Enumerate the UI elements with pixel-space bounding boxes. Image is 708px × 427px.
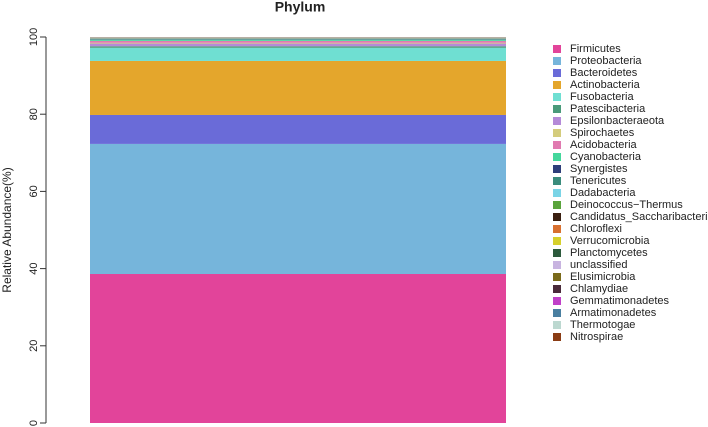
legend-swatch	[553, 69, 561, 77]
legend-label: unclassified	[570, 259, 627, 271]
legend-label: Acidobacteria	[570, 139, 638, 151]
legend-label: Planctomycetes	[570, 247, 648, 259]
legend-swatch	[553, 213, 561, 221]
legend-label: Spirochaetes	[570, 127, 635, 139]
bar-segment	[90, 40, 506, 43]
bar-segment	[90, 60, 506, 115]
legend-swatch	[553, 81, 561, 89]
y-tick-label: 100	[28, 28, 40, 46]
legend-swatch	[553, 57, 561, 65]
legend-label: Epsilonbacteraeota	[570, 115, 665, 127]
legend-swatch	[553, 165, 561, 173]
legend-swatch	[553, 177, 561, 185]
legend-swatch	[553, 201, 561, 209]
chart-title: Phylum	[275, 0, 326, 15]
legend-label: Actinobacteria	[570, 79, 641, 91]
legend-swatch	[553, 333, 561, 341]
bar-segment	[90, 39, 506, 41]
legend-label: Cyanobacteria	[570, 151, 642, 163]
y-axis-label: Relative Abundance(%)	[0, 167, 14, 292]
legend-label: Chloroflexi	[570, 223, 622, 235]
bar-segment	[90, 274, 506, 423]
legend-swatch	[553, 225, 561, 233]
legend-swatch	[553, 153, 561, 161]
bar-segment	[90, 114, 506, 144]
y-tick-label: 60	[28, 185, 40, 197]
bar-segment	[90, 46, 506, 48]
legend-label: Tenericutes	[570, 175, 627, 187]
legend-swatch	[553, 249, 561, 257]
legend-label: Deinococcus−Thermus	[570, 199, 683, 211]
legend-label: Firmicutes	[570, 43, 621, 55]
legend-swatch	[553, 237, 561, 245]
legend-swatch	[553, 285, 561, 293]
legend-swatch	[553, 117, 561, 125]
legend-swatch	[553, 273, 561, 281]
legend-label: Fusobacteria	[570, 91, 634, 103]
legend-label: Synergistes	[570, 163, 628, 175]
legend-label: Chlamydiae	[570, 283, 628, 295]
legend-label: Nitrospirae	[570, 331, 623, 343]
y-tick-label: 80	[28, 108, 40, 120]
legend-label: Elusimicrobia	[570, 271, 636, 283]
legend-label: Candidatus_Saccharibacteria	[570, 211, 708, 223]
legend-swatch	[553, 189, 561, 197]
y-tick-label: 20	[28, 340, 40, 352]
legend-swatch	[553, 105, 561, 113]
legend-label: Dadabacteria	[570, 187, 636, 199]
legend-swatch	[553, 297, 561, 305]
bar-segment	[90, 42, 506, 44]
legend-swatch	[553, 129, 561, 137]
bar-segment	[90, 43, 506, 47]
legend-swatch	[553, 261, 561, 269]
legend-swatch	[553, 309, 561, 317]
legend-label: Thermotogae	[570, 319, 635, 331]
legend-label: Armatimonadetes	[570, 307, 657, 319]
legend-swatch	[553, 321, 561, 329]
legend-label: Gemmatimonadetes	[570, 295, 670, 307]
bar-segment	[90, 47, 506, 61]
bar-segment	[90, 143, 506, 275]
legend-label: Verrucomicrobia	[570, 235, 650, 247]
y-tick-label: 40	[28, 262, 40, 274]
legend-swatch	[553, 45, 561, 53]
y-tick-label: 0	[28, 420, 40, 426]
legend-label: Bacteroidetes	[570, 67, 638, 79]
legend-label: Patescibacteria	[570, 103, 646, 115]
legend-swatch	[553, 93, 561, 101]
legend-swatch	[553, 141, 561, 149]
legend-label: Proteobacteria	[570, 55, 642, 67]
